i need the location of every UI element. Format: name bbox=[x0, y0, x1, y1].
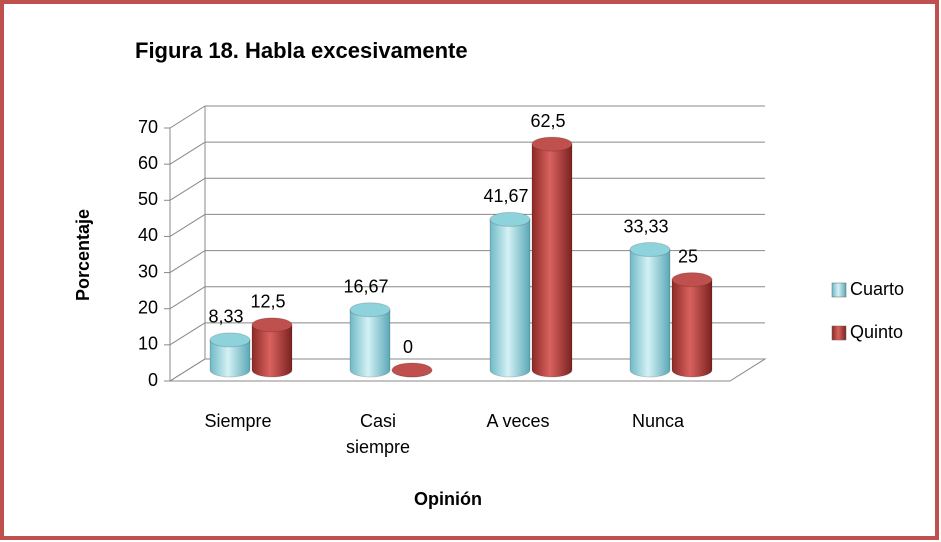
bar bbox=[531, 143, 573, 378]
side-grid-line bbox=[169, 214, 206, 237]
bar bbox=[629, 249, 671, 378]
y-tick-label: 50 bbox=[138, 189, 158, 209]
x-tick-label: A veces bbox=[486, 411, 550, 431]
bar-top bbox=[209, 332, 251, 348]
bar-top bbox=[349, 302, 391, 318]
side-grid-line bbox=[169, 177, 206, 201]
data-label: 62,5 bbox=[530, 111, 565, 131]
bar-top bbox=[531, 136, 573, 152]
data-label: 41,67 bbox=[483, 186, 528, 206]
y-tick-label: 20 bbox=[138, 297, 158, 317]
side-grid-line bbox=[169, 358, 206, 382]
bar bbox=[349, 309, 391, 378]
y-tick-label: 70 bbox=[138, 117, 158, 137]
side-grid-line bbox=[169, 105, 206, 129]
y-tick-label: 60 bbox=[138, 153, 158, 173]
data-label: 25 bbox=[678, 246, 698, 266]
side-grid-line bbox=[169, 141, 206, 165]
y-tick-label: 40 bbox=[138, 225, 158, 245]
x-tick-label: Casi siempre bbox=[345, 411, 411, 457]
bar bbox=[209, 339, 251, 378]
y-tick-label: 30 bbox=[138, 261, 158, 281]
data-label: 33,33 bbox=[623, 216, 668, 236]
y-tick-label: 10 bbox=[138, 334, 158, 354]
bar bbox=[251, 324, 293, 378]
legend-label: Cuarto bbox=[850, 279, 904, 299]
chart-title: Figura 18. Habla excesivamente bbox=[135, 38, 468, 63]
side-grid-line bbox=[169, 286, 206, 310]
legend-label: Quinto bbox=[850, 322, 903, 342]
side-grid-line bbox=[169, 250, 206, 273]
bar bbox=[489, 218, 531, 378]
data-label: 8,33 bbox=[208, 307, 243, 327]
data-label: 12,5 bbox=[250, 292, 285, 312]
x-axis-label: Opinión bbox=[414, 489, 482, 509]
legend-swatch bbox=[831, 325, 847, 341]
x-tick-label: Nunca bbox=[631, 411, 685, 431]
x-tick-label: Siempre bbox=[204, 411, 272, 431]
legend-swatch bbox=[831, 282, 847, 298]
bar bbox=[671, 279, 713, 378]
side-grid-line bbox=[169, 322, 206, 346]
bar-top bbox=[629, 242, 671, 258]
bar-top bbox=[391, 362, 433, 378]
bar-top bbox=[671, 272, 713, 288]
data-label: 0 bbox=[403, 337, 413, 357]
bar-top bbox=[251, 317, 293, 333]
y-tick-label: 0 bbox=[148, 370, 158, 390]
y-axis-label: Porcentaje bbox=[73, 209, 93, 301]
bar-top bbox=[489, 211, 531, 227]
data-label: 16,67 bbox=[343, 276, 388, 296]
